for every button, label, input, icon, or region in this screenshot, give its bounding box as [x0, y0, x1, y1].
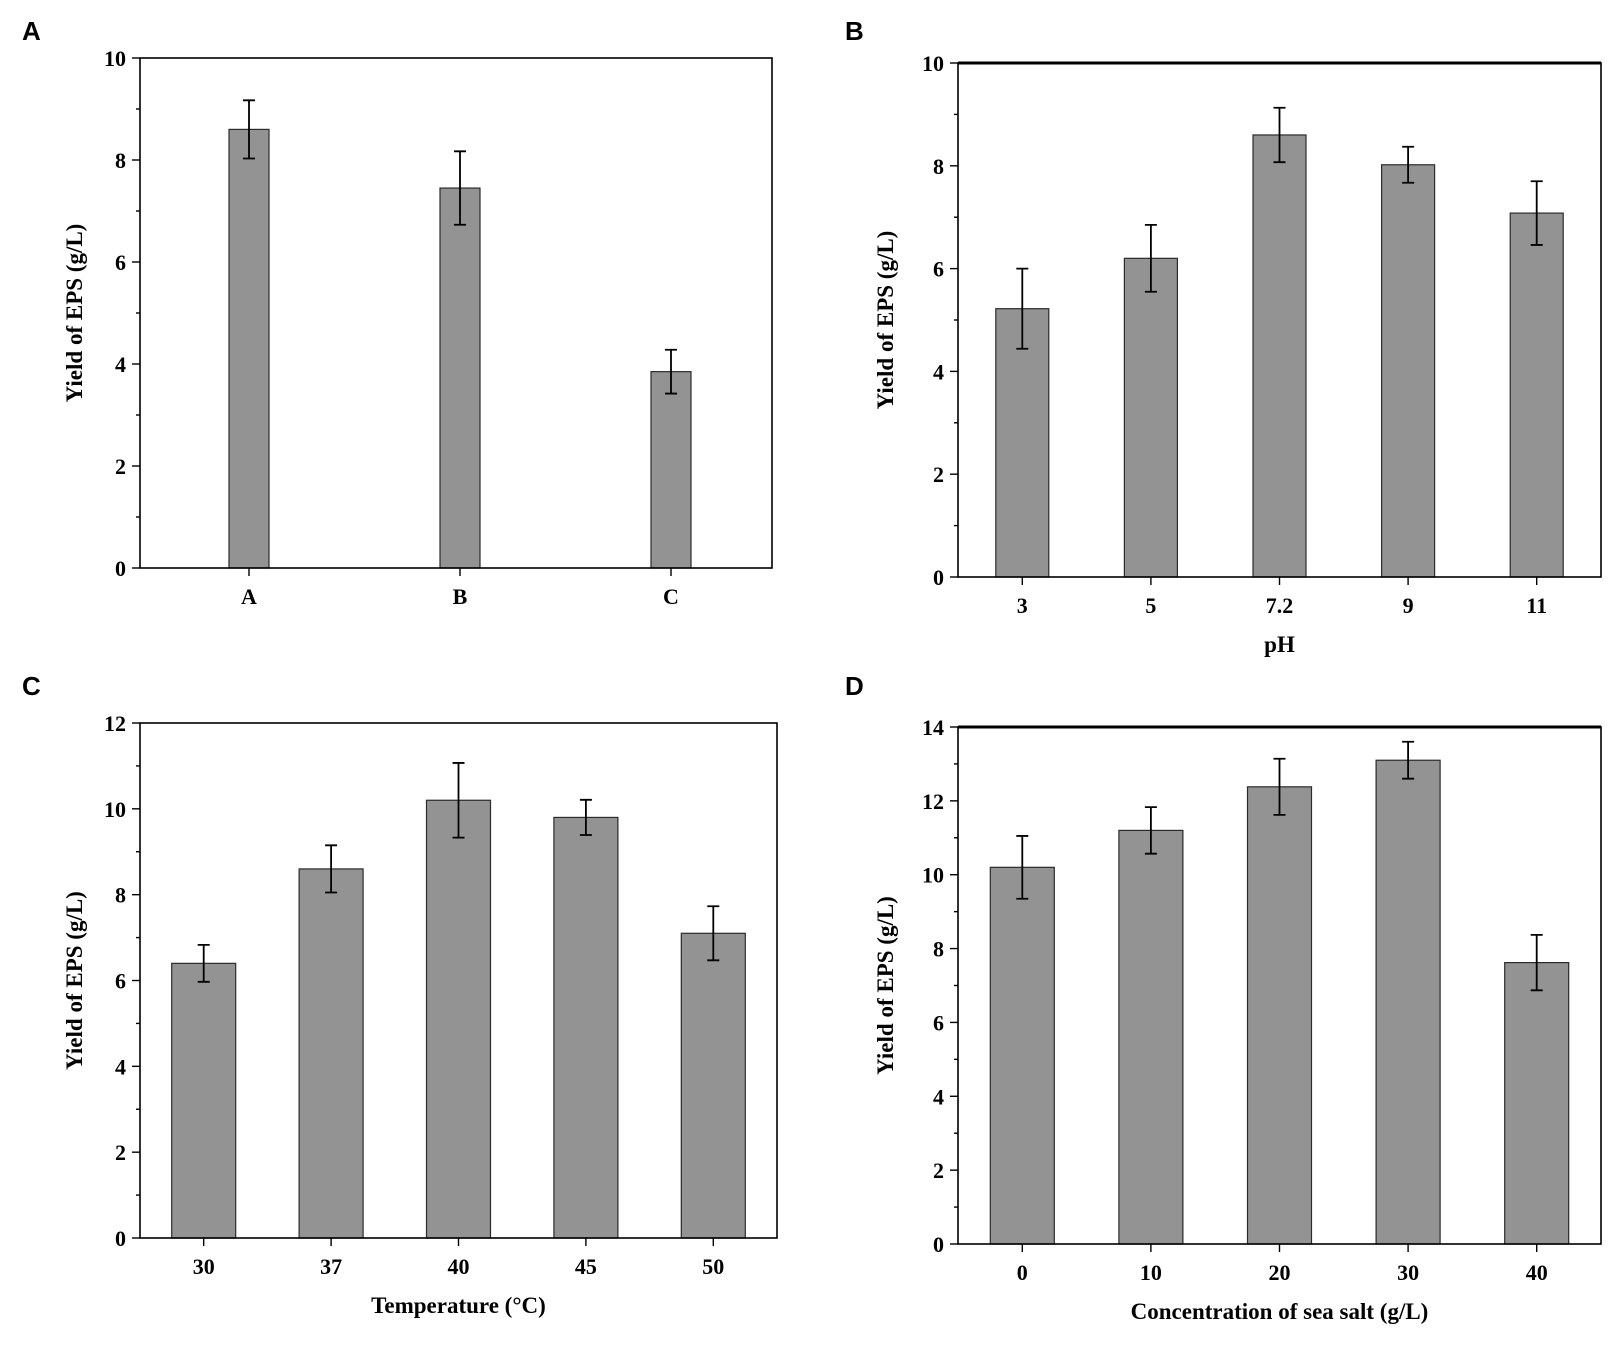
panel-a-bar-C [650, 371, 692, 569]
panel-c-bar-37 [298, 868, 364, 1239]
panel-a-letter: A [22, 16, 41, 46]
panel-b-ytick-label: 2 [933, 462, 944, 487]
panel-c: C 0 2 4 6 8 10 12 30 37 40 45 50 Temperature (°C) Yiel… [22, 671, 778, 1318]
panel-b-xtick-label-7.2: 7.2 [1266, 593, 1294, 618]
panel-d-ytick-label: 6 [933, 1010, 944, 1035]
panel-c-ytick-label: 10 [104, 797, 126, 822]
panel-b-xtick-label-5: 5 [1145, 593, 1156, 618]
panel-c-xlabel: Temperature (°C) [371, 1293, 546, 1318]
panel-c-bar-30 [171, 962, 237, 1239]
panel-d-xtick-label-40: 40 [1526, 1260, 1548, 1285]
panel-b-xtick-label-9: 9 [1403, 593, 1414, 618]
panel-a-ytick-label: 4 [115, 352, 126, 377]
panel-d-bar-20 [1246, 786, 1313, 1245]
panel-c-errorbar-40 [452, 762, 465, 839]
panel-b-letter: B [845, 16, 864, 46]
panel-b-xlabel: pH [1264, 632, 1295, 657]
panel-b-xtick-label-11: 11 [1526, 593, 1547, 618]
panel-b-ytick-label: 6 [933, 257, 944, 282]
panel-b-ytick-label: 0 [933, 565, 944, 590]
panel-b-errorbar-3 [1016, 267, 1029, 350]
panel-d: D 0 2 4 6 8 10 12 14 0 10 20 30 40 Concentration of se… [845, 671, 1602, 1324]
panel-c-ytick-label: 4 [115, 1054, 126, 1079]
panel-b-ytick-label: 10 [922, 51, 944, 76]
panel-c-xtick-label-45: 45 [575, 1254, 597, 1279]
panel-a-ytick-label: 10 [104, 46, 126, 71]
panel-a-ytick-label: 2 [115, 454, 126, 479]
panel-b-xtick-label-3: 3 [1017, 593, 1028, 618]
panel-c-xtick-label-40: 40 [448, 1254, 470, 1279]
panel-a-errorbar-B [454, 150, 466, 226]
panel-c-xtick-label-50: 50 [702, 1254, 724, 1279]
panel-c-ytick-label: 8 [115, 883, 126, 908]
panel-d-ytick-label: 10 [922, 863, 944, 888]
panel-c-ylabel: Yield of EPS (g/L) [62, 891, 87, 1070]
panel-d-bar-30 [1375, 759, 1441, 1245]
panel-d-errorbar-40 [1530, 934, 1543, 992]
panel-d-errorbar-30 [1402, 740, 1415, 780]
panel-d-bar-40 [1504, 962, 1570, 1245]
panel-b: B 0 2 4 6 8 10 3 5 7.2 9 11 pH Yield of EPS (g/L) [845, 16, 1602, 657]
panel-a-errorbar-A [243, 99, 255, 160]
panel-c-bar-40 [425, 799, 492, 1239]
panel-c-errorbar-45 [579, 798, 592, 836]
panel-b-errorbar-7.2 [1273, 106, 1286, 164]
panel-a-xtick-label-A: A [241, 584, 257, 609]
panel-d-errorbar-20 [1273, 757, 1286, 816]
panel-d-xlabel: Concentration of sea salt (g/L) [1131, 1299, 1429, 1324]
panel-c-ytick-label: 12 [104, 711, 126, 736]
panel-c-errorbar-50 [707, 905, 720, 962]
panel-d-ytick-label: 14 [922, 715, 944, 740]
panel-d-errorbar-0 [1016, 835, 1029, 900]
panel-b-ytick-label: 8 [933, 154, 944, 179]
panel-a: A 0 2 4 6 8 10 A B C Yield of EPS (g/L) [22, 16, 773, 609]
panel-a-xtick-label-B: B [453, 584, 468, 609]
panel-d-bar-10 [1118, 829, 1184, 1245]
panel-b-bar-11 [1509, 212, 1564, 578]
panel-b-bar-5 [1123, 257, 1179, 578]
panel-d-ytick-label: 0 [933, 1232, 944, 1257]
panel-c-letter: C [22, 671, 41, 701]
panel-c-xtick-label-30: 30 [193, 1254, 215, 1279]
panel-d-ylabel: Yield of EPS (g/L) [873, 896, 898, 1075]
panel-d-ytick-label: 12 [922, 789, 944, 814]
panel-a-errorbar-C [665, 348, 677, 395]
panel-d-ytick-label: 4 [933, 1084, 944, 1109]
panel-b-ylabel: Yield of EPS (g/L) [873, 231, 898, 410]
panel-d-xtick-label-0: 0 [1017, 1260, 1028, 1285]
panel-b-errorbar-5 [1144, 224, 1157, 293]
panel-d-letter: D [845, 671, 864, 701]
panel-b-errorbar-11 [1530, 180, 1543, 246]
panel-a-bar-B [439, 187, 481, 569]
panel-d-xtick-label-10: 10 [1140, 1260, 1162, 1285]
panel-c-ytick-label: 2 [115, 1140, 126, 1165]
panel-d-bar-0 [989, 866, 1055, 1245]
panel-c-ytick-label: 6 [115, 969, 126, 994]
panel-a-ylabel: Yield of EPS (g/L) [62, 224, 87, 403]
panel-b-ytick-label: 4 [933, 359, 944, 384]
panel-c-bar-50 [680, 932, 746, 1239]
panel-a-bar-A [228, 128, 270, 569]
panel-c-errorbar-37 [325, 844, 338, 894]
panel-b-bar-3 [995, 308, 1050, 578]
panel-a-ytick-label: 8 [115, 148, 126, 173]
panel-d-xtick-label-30: 30 [1397, 1260, 1419, 1285]
panel-c-bar-45 [553, 816, 619, 1239]
panel-a-ytick-label: 0 [115, 556, 126, 581]
panel-d-errorbar-10 [1144, 806, 1157, 855]
panel-b-errorbar-9 [1402, 145, 1415, 184]
panel-d-xtick-label-20: 20 [1269, 1260, 1291, 1285]
panel-c-ytick-label: 0 [115, 1226, 126, 1251]
panel-a-ytick-label: 6 [115, 250, 126, 275]
panel-c-errorbar-30 [197, 943, 210, 983]
panel-b-bar-7.2 [1252, 134, 1307, 578]
panel-c-xtick-label-37: 37 [320, 1254, 342, 1279]
panel-a-xtick-label-C: C [663, 584, 679, 609]
panel-d-ytick-label: 8 [933, 937, 944, 962]
panel-d-ytick-label: 2 [933, 1158, 944, 1183]
panel-b-bar-9 [1380, 164, 1436, 578]
